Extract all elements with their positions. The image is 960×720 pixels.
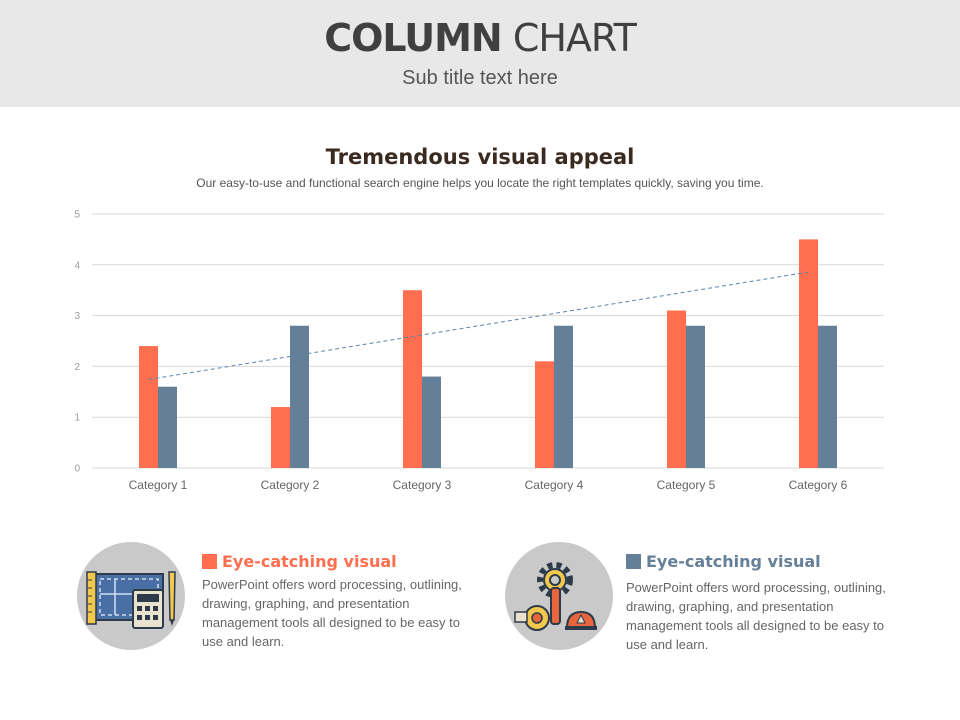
header-band (0, 0, 960, 107)
page-subtitle: Sub title text here (402, 67, 558, 89)
bar-series1-2 (271, 407, 290, 468)
y-tick-label: 1 (74, 413, 80, 424)
engineering-tools-icon (505, 542, 613, 650)
blueprint-calculator-icon (77, 542, 185, 650)
page-title-bold: COLUMN (324, 16, 503, 60)
bar-series2-3 (422, 376, 441, 468)
x-tick-label: Category 3 (393, 478, 452, 492)
bar-series2-2 (290, 325, 309, 468)
bar-series1-6 (799, 239, 818, 468)
x-tick-label: Category 2 (261, 478, 320, 492)
x-tick-label: Category 5 (657, 478, 716, 492)
feature-2-description: PowerPoint offers word processing, outli… (626, 580, 886, 652)
feature-1-title: Eye-catching visual (222, 552, 397, 571)
bar-series1-1 (139, 346, 158, 468)
y-tick-label: 4 (74, 260, 80, 271)
chart-heading: Tremendous visual appeal (325, 145, 635, 169)
series2-legend-swatch (626, 554, 641, 569)
bar-series2-1 (158, 386, 177, 468)
bar-series1-4 (535, 361, 554, 468)
x-tick-label: Category 1 (129, 478, 188, 492)
bar-series2-4 (554, 325, 573, 468)
bar-series1-3 (403, 290, 422, 468)
bar-series2-5 (686, 325, 705, 468)
feature-1-description: PowerPoint offers word processing, outli… (202, 577, 462, 649)
page-title: COLUMN CHART (0, 16, 960, 60)
trendline (148, 271, 809, 380)
series1-legend-swatch (202, 554, 217, 569)
feature-2-title: Eye-catching visual (646, 552, 821, 571)
y-tick-label: 0 (74, 464, 80, 475)
y-tick-label: 3 (74, 311, 80, 322)
x-tick-label: Category 4 (525, 478, 584, 492)
y-tick-label: 2 (74, 362, 80, 373)
page-title-light: CHART (512, 16, 637, 60)
bar-series2-6 (818, 325, 837, 468)
chart-description: Our easy-to-use and functional search en… (196, 176, 764, 190)
x-tick-label: Category 6 (789, 478, 848, 492)
bar-series1-5 (667, 310, 686, 468)
y-tick-label: 5 (74, 210, 80, 221)
column-chart: 0 1 2 3 4 5 Category 1 Category 2 Category 3 Cate… (74, 210, 884, 492)
